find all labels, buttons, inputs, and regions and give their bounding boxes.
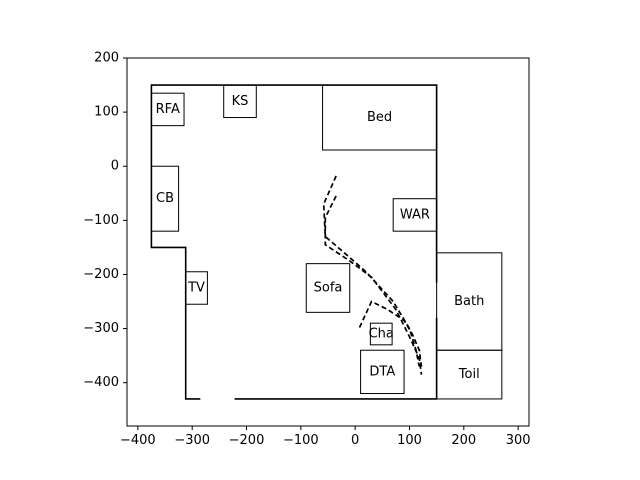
x-tick-label: −300: [174, 433, 210, 448]
furniture-box-toil: [436, 349, 503, 400]
y-tick-label: 0: [111, 159, 119, 174]
y-tick-label: −100: [83, 213, 119, 228]
x-tick-label: −100: [283, 433, 319, 448]
furniture-box-dta: [360, 349, 405, 395]
x-tick-label: 200: [451, 433, 476, 448]
x-tick-label: 100: [397, 433, 422, 448]
furniture-label-cha: Cha: [369, 327, 394, 342]
x-tick-label: 300: [506, 433, 531, 448]
furniture-box-tv: [185, 271, 208, 305]
axes-background: [127, 58, 529, 426]
furniture-box-bed: [322, 84, 438, 151]
furniture-label-bed: Bed: [367, 110, 392, 125]
trajectory-line: [358, 300, 423, 367]
x-tick-label: −200: [229, 433, 265, 448]
trajectory-layer: [322, 175, 423, 375]
furniture-label-sofa: Sofa: [314, 281, 343, 296]
axes-frame: [126, 57, 530, 427]
y-tick-label: −200: [83, 267, 119, 282]
furniture-box-ks: [223, 84, 257, 119]
furniture-label-ks: KS: [232, 94, 249, 109]
furniture-label-tv: TV: [187, 281, 205, 296]
furniture-box-war: [392, 198, 438, 232]
furniture-box-sofa: [305, 263, 351, 313]
trajectory-line: [324, 195, 423, 375]
y-tick-label: −400: [83, 375, 119, 390]
furniture-label-war: WAR: [400, 207, 430, 222]
furniture-layer: RFA KS Bed CB WAR TV Sofa Bath Cha DTA Toil: [150, 84, 503, 400]
axes: −400 −300 −200 −100 0 100 200 300 −400 −300 −200 −1…: [83, 51, 530, 449]
furniture-box-rfa: [150, 92, 185, 127]
y-tick-label: 100: [94, 105, 119, 120]
furniture-box-cb: [150, 165, 180, 232]
furniture-label-cb: CB: [156, 191, 174, 206]
furniture-label-bath: Bath: [454, 294, 484, 309]
furniture-label-dta: DTA: [369, 364, 395, 379]
plot-area: [127, 58, 529, 426]
furniture-label-toil: Toil: [458, 367, 480, 382]
x-tick-label: 0: [351, 433, 359, 448]
y-tick-label: −300: [83, 321, 119, 336]
trajectory-line: [322, 175, 421, 367]
y-tick-label: 200: [94, 51, 119, 66]
furniture-label-rfa: RFA: [156, 102, 180, 117]
x-tick-label: −400: [120, 433, 156, 448]
furniture-box-cha: [369, 322, 393, 346]
